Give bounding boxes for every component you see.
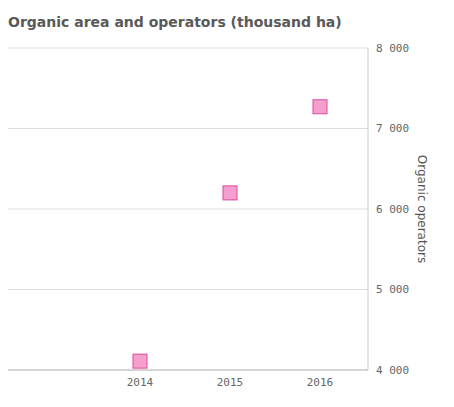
- svg-text:8 000: 8 000: [376, 42, 409, 55]
- svg-text:2014: 2014: [127, 376, 154, 389]
- svg-text:5 000: 5 000: [376, 283, 409, 296]
- svg-text:Organic operators: Organic operators: [415, 155, 429, 263]
- svg-text:7 000: 7 000: [376, 122, 409, 135]
- html-text:Organic area and operators (th: Organic area and operators (thousand ha): [8, 14, 342, 30]
- svg-text:2015: 2015: [217, 376, 244, 389]
- svg-text:4 000: 4 000: [376, 364, 409, 377]
- svg-text:2016: 2016: [307, 376, 334, 389]
- svg-text:6 000: 6 000: [376, 203, 409, 216]
